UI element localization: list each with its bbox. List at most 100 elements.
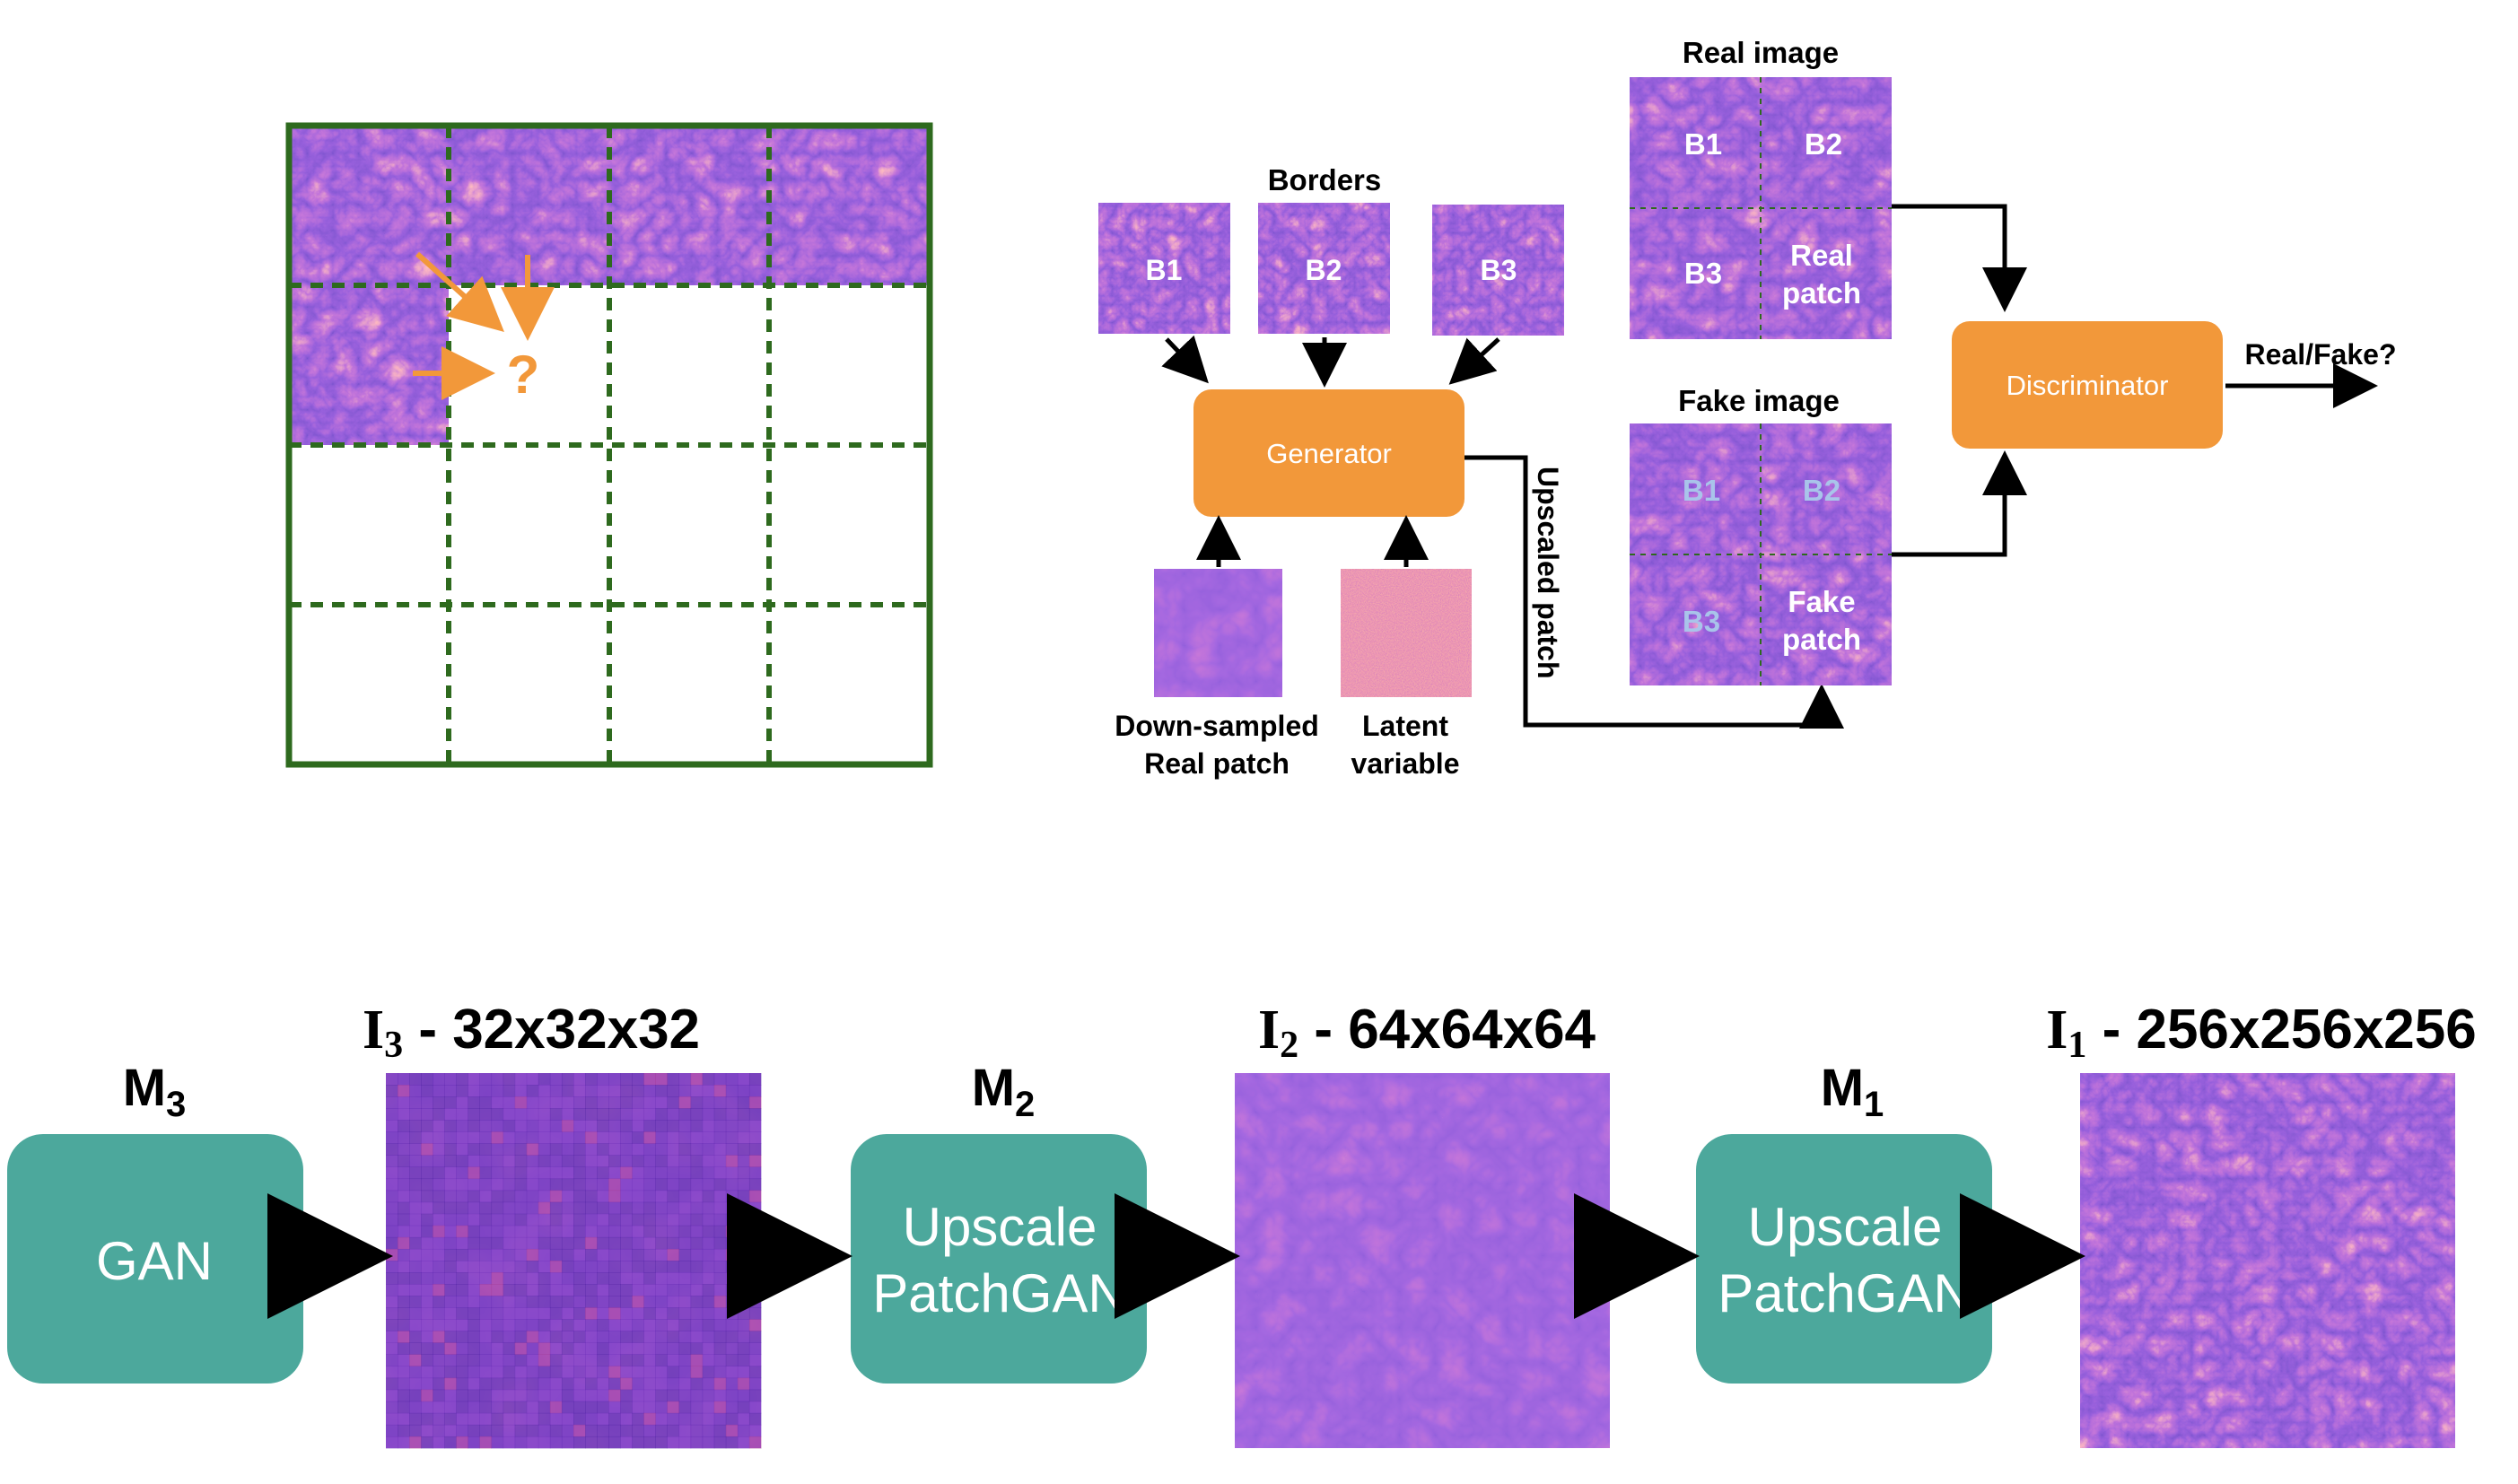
pixel-cell <box>643 1377 656 1391</box>
pixel-cell <box>608 1178 621 1192</box>
pixel-cell <box>608 1236 621 1250</box>
pixel-cell <box>549 1401 563 1414</box>
pixel-cell <box>549 1143 563 1156</box>
pixel-cell <box>608 1166 621 1180</box>
pixel-cell <box>421 1120 433 1132</box>
pixel-cell <box>409 1120 422 1132</box>
pixel-cell <box>632 1331 644 1343</box>
pixel-cell <box>491 1225 504 1238</box>
pixel-cell <box>386 1201 398 1215</box>
pixel-cell <box>444 1190 457 1203</box>
pixel-cell <box>503 1120 516 1132</box>
pixel-cell <box>456 1319 468 1331</box>
pixel-cell <box>491 1073 504 1086</box>
pixel-cell <box>585 1201 598 1215</box>
pixel-cell <box>398 1389 410 1402</box>
pixel-cell <box>468 1436 480 1449</box>
pixel-cell <box>538 1272 551 1285</box>
pixel-cell <box>702 1073 715 1086</box>
fake-cell-b1: B1 <box>1683 474 1720 507</box>
pixel-cell <box>713 1108 727 1121</box>
pixel-cell <box>421 1412 433 1426</box>
pixel-cell <box>503 1131 516 1144</box>
pixel-cell <box>549 1261 563 1273</box>
pixel-cell <box>503 1307 516 1320</box>
pixel-cell <box>725 1143 739 1156</box>
pixel-cell <box>386 1085 398 1097</box>
pixel-cell <box>597 1377 609 1391</box>
pixel-cell <box>608 1366 621 1379</box>
pixel-cell <box>737 1248 750 1261</box>
pixel-cell <box>398 1366 410 1379</box>
pixel-cell <box>713 1331 727 1343</box>
pixel-cell <box>643 1131 656 1144</box>
pixel-cell <box>433 1401 445 1414</box>
pixel-cell <box>573 1096 586 1109</box>
pixel-cell <box>608 1389 621 1402</box>
pixel-cell <box>608 1401 621 1414</box>
pixel-cell <box>737 1342 750 1355</box>
pixel-cell <box>561 1143 574 1156</box>
pixel-cell <box>713 1131 727 1144</box>
pixel-cell <box>632 1261 644 1273</box>
pixel-cell <box>444 1166 457 1180</box>
pixel-cell <box>491 1319 504 1331</box>
pixel-cell <box>386 1261 398 1273</box>
pixel-cell <box>725 1190 739 1203</box>
pixel-cell <box>433 1225 445 1238</box>
pixel-cell <box>409 1412 422 1426</box>
pixel-cell <box>667 1389 680 1402</box>
pixel-cell <box>667 1178 680 1192</box>
pixel-cell <box>748 1342 762 1355</box>
pixel-cell <box>667 1225 680 1238</box>
pixel-cell <box>667 1155 680 1167</box>
pixel-cell <box>725 1131 739 1144</box>
pixel-cell <box>655 1366 668 1379</box>
pixel-cell <box>632 1201 644 1215</box>
pixel-cell <box>444 1131 457 1144</box>
pixel-cell <box>444 1389 457 1402</box>
pixel-cell <box>702 1331 715 1343</box>
pixel-cell <box>491 1166 504 1180</box>
pixel-cell <box>398 1401 410 1414</box>
pixel-cell <box>409 1073 422 1086</box>
pixel-cell <box>655 1073 668 1086</box>
pixel-cell <box>620 1296 633 1308</box>
pixel-cell <box>748 1354 762 1367</box>
pixel-cell <box>468 1096 480 1109</box>
pixel-cell <box>514 1131 528 1144</box>
pixel-cell <box>678 1424 692 1437</box>
pixel-cell <box>748 1073 762 1086</box>
pixel-cell <box>678 1261 692 1273</box>
pixel-cell <box>678 1131 692 1144</box>
pixel-cell <box>597 1085 609 1097</box>
pixel-cell <box>643 1096 656 1109</box>
pixel-cell <box>491 1248 504 1261</box>
pixel-cell <box>643 1178 656 1192</box>
pixel-cell <box>538 1412 551 1426</box>
pixel-cell <box>421 1272 433 1285</box>
pixel-cell <box>725 1436 739 1449</box>
pixel-cell <box>526 1155 539 1167</box>
pixel-cell <box>514 1331 528 1343</box>
pixel-cell <box>398 1424 410 1437</box>
pixel-cell <box>655 1331 668 1343</box>
pixel-cell <box>444 1424 457 1437</box>
pixel-cell <box>538 1389 551 1402</box>
pixel-cell <box>421 1085 433 1097</box>
pixel-cell <box>725 1213 739 1226</box>
pixel-cell <box>456 1307 468 1320</box>
border-label-b1: B1 <box>1146 254 1183 286</box>
pixel-cell <box>713 1201 727 1215</box>
pixel-cell <box>737 1377 750 1391</box>
pixel-cell <box>585 1366 598 1379</box>
pixel-cell <box>468 1155 480 1167</box>
pixel-cell <box>620 1436 633 1449</box>
pixel-cell <box>409 1296 422 1308</box>
pixel-cell <box>503 1436 516 1449</box>
pixel-cell <box>597 1401 609 1414</box>
pixel-cell <box>433 1319 445 1331</box>
pixel-cell <box>655 1307 668 1320</box>
pixel-cell <box>737 1296 750 1308</box>
